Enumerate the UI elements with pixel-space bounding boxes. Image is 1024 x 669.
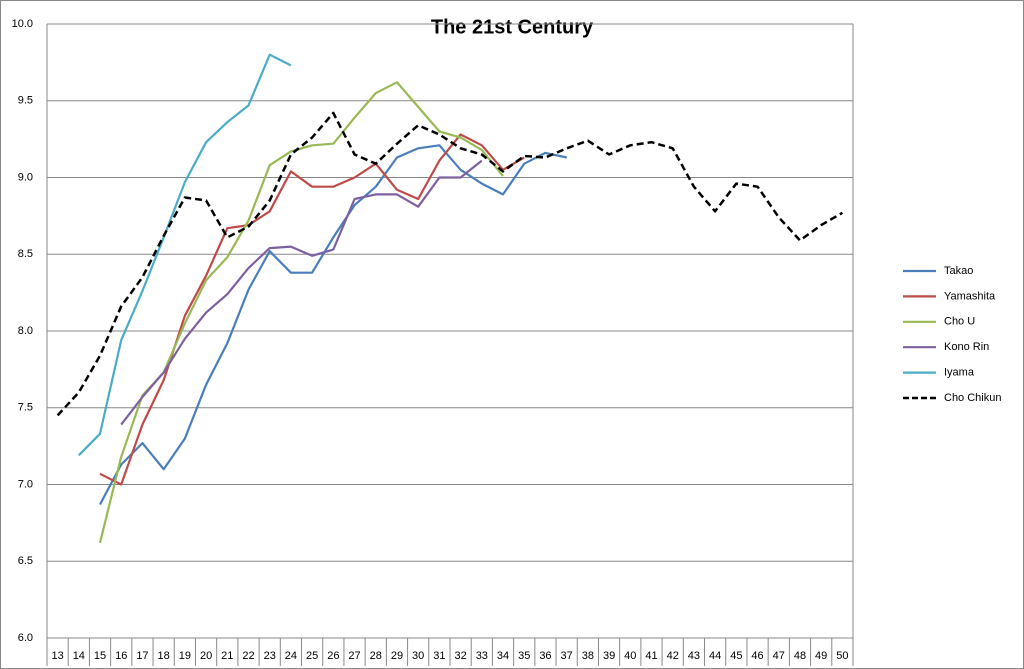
legend-label: Iyama	[944, 367, 975, 379]
legend-label: Cho U	[944, 316, 975, 328]
x-tick-label: 40	[624, 650, 636, 662]
legend-label: Takao	[944, 265, 973, 277]
x-tick-label: 31	[433, 650, 445, 662]
x-tick-label: 48	[794, 650, 806, 662]
x-tick-label: 43	[688, 650, 700, 662]
x-tick-label: 30	[412, 650, 424, 662]
x-tick-label: 18	[158, 650, 170, 662]
series-line	[98, 81, 504, 544]
series-line	[99, 144, 567, 506]
x-tick-label: 36	[539, 650, 551, 662]
x-tick-label: 37	[561, 650, 573, 662]
x-tick-label: 19	[179, 650, 191, 662]
x-tick-label: 26	[327, 650, 339, 662]
x-tick-label: 50	[836, 650, 848, 662]
x-tick-label: 13	[51, 650, 63, 662]
x-tick-label: 22	[242, 650, 254, 662]
chart-title: The 21st Century	[431, 16, 594, 38]
y-tick-label: 6.5	[18, 555, 33, 567]
x-tick-label: 15	[94, 650, 106, 662]
x-tick-label: 16	[115, 650, 127, 662]
legend-label: Kono Rin	[944, 341, 989, 353]
x-tick-label: 23	[264, 650, 276, 662]
y-tick-label: 7.0	[18, 478, 33, 490]
y-tick-label: 7.5	[18, 402, 33, 414]
x-tick-label: 35	[518, 650, 530, 662]
x-tick-label: 46	[751, 650, 763, 662]
x-tick-label: 42	[667, 650, 679, 662]
x-tick-label: 38	[582, 650, 594, 662]
x-tick-label: 34	[497, 650, 509, 662]
legend-label: Cho Chikun	[944, 392, 1001, 404]
y-tick-label: 10.0	[12, 18, 33, 30]
x-tick-label: 39	[603, 650, 615, 662]
y-tick-label: 8.0	[18, 325, 33, 337]
y-tick-label: 8.5	[18, 248, 33, 260]
x-tick-label: 47	[773, 650, 785, 662]
x-tick-label: 28	[370, 650, 382, 662]
y-tick-label: 9.0	[18, 171, 33, 183]
x-tick-label: 27	[348, 650, 360, 662]
series-line	[56, 111, 844, 417]
series-line	[120, 159, 483, 426]
x-tick-label: 17	[136, 650, 148, 662]
legend-label: Yamashita	[944, 290, 996, 302]
y-tick-label: 6.0	[18, 632, 33, 644]
x-tick-label: 24	[285, 650, 297, 662]
x-tick-label: 33	[476, 650, 488, 662]
x-tick-label: 14	[73, 650, 85, 662]
x-tick-label: 41	[645, 650, 657, 662]
series-line	[78, 53, 292, 457]
x-tick-label: 45	[730, 650, 742, 662]
x-tick-label: 20	[200, 650, 212, 662]
y-tick-label: 9.5	[18, 95, 33, 107]
x-tick-label: 49	[815, 650, 827, 662]
x-tick-label: 32	[454, 650, 466, 662]
x-tick-label: 29	[391, 650, 403, 662]
x-tick-label: 44	[709, 650, 721, 662]
x-tick-label: 21	[221, 650, 233, 662]
x-tick-label: 25	[306, 650, 318, 662]
